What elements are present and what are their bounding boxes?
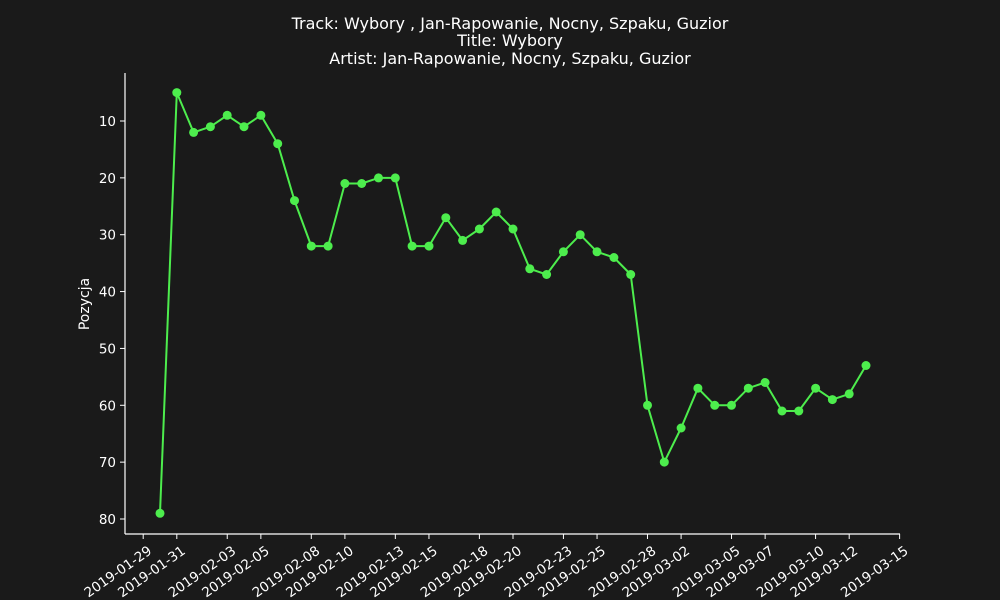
data-point xyxy=(306,241,316,251)
title-line-artist: Artist: Jan-Rapowanie, Nocny, Szpaku, Gu… xyxy=(329,49,691,68)
data-point xyxy=(458,235,468,245)
data-point xyxy=(155,508,165,518)
data-point xyxy=(172,88,182,98)
data-point xyxy=(659,457,669,467)
data-point xyxy=(760,378,770,387)
chart-title: Track: Wybory , Jan-Rapowanie, Nocny, Sz… xyxy=(291,14,729,68)
data-point xyxy=(676,423,686,433)
data-point xyxy=(525,264,535,274)
data-point xyxy=(643,400,652,410)
data-point xyxy=(474,224,484,234)
data-point xyxy=(424,241,434,251)
y-tick-label: 80 xyxy=(99,512,116,528)
data-point xyxy=(222,110,232,120)
data-point xyxy=(794,406,804,416)
data-point xyxy=(743,383,753,393)
data-point xyxy=(861,361,871,370)
data-point xyxy=(390,173,400,183)
y-tick-label: 60 xyxy=(99,398,116,414)
data-point xyxy=(827,395,837,405)
y-tick-label: 30 xyxy=(99,228,116,244)
y-tick-label: 40 xyxy=(99,285,116,301)
data-point xyxy=(575,230,585,240)
data-point xyxy=(407,241,417,251)
data-point xyxy=(558,247,568,257)
series-line xyxy=(159,91,867,514)
data-point xyxy=(777,406,787,416)
data-point xyxy=(290,196,299,206)
y-tick-label: 50 xyxy=(99,341,116,357)
data-point xyxy=(357,179,367,188)
data-point xyxy=(592,247,602,257)
data-point xyxy=(441,213,451,223)
data-point xyxy=(727,400,736,410)
data-point xyxy=(508,224,518,234)
x-axis-ticks: 2019-01-292019-01-312019-02-032019-02-05… xyxy=(82,534,911,600)
y-tick-label: 10 xyxy=(99,114,116,130)
data-point xyxy=(542,270,552,279)
data-point xyxy=(693,383,703,393)
data-point xyxy=(491,207,501,217)
title-line-title: Title: Wybory xyxy=(456,31,563,50)
data-point xyxy=(710,400,720,410)
y-tick-label: 20 xyxy=(99,171,116,187)
data-point xyxy=(273,139,283,149)
data-point xyxy=(323,241,333,251)
series xyxy=(155,88,871,518)
data-point xyxy=(239,122,249,132)
data-point xyxy=(844,389,854,399)
data-point xyxy=(256,110,266,120)
y-axis-ticks: 10 20 30 40 50 60 70 80 xyxy=(99,114,125,528)
y-axis-label: Pozycja xyxy=(77,278,93,330)
data-point xyxy=(609,253,619,262)
data-point xyxy=(811,383,821,393)
data-point xyxy=(205,122,215,132)
data-point xyxy=(626,270,636,279)
data-point xyxy=(189,127,199,137)
data-point xyxy=(340,179,350,188)
data-point xyxy=(374,173,383,183)
title-line-track: Track: Wybory , Jan-Rapowanie, Nocny, Sz… xyxy=(291,14,729,33)
y-tick-label: 70 xyxy=(99,455,116,471)
